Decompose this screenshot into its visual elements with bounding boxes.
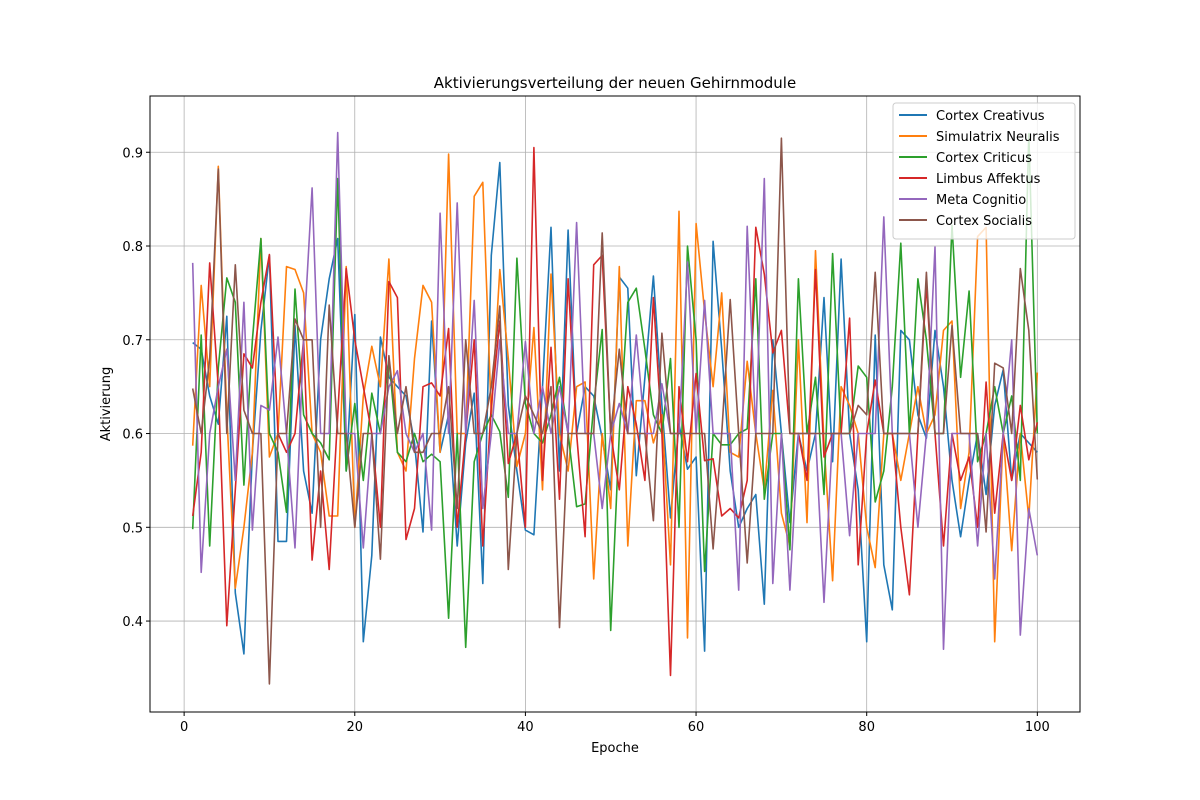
x-tick-label: 80 <box>858 720 875 735</box>
legend-label-simulatrix-neuralis: Simulatrix Neuralis <box>936 130 1060 145</box>
series-line-cortex-socialis <box>191 137 1039 685</box>
y-tick-label: 0.9 <box>122 146 143 161</box>
legend-label-cortex-criticus: Cortex Criticus <box>936 151 1032 166</box>
plot-frame <box>149 95 1081 713</box>
series-lines <box>191 131 1039 685</box>
series-line-cortex-criticus <box>191 132 1039 649</box>
y-axis-ticks: 0.4 0.5 0.6 0.7 0.8 0.9 <box>122 146 150 630</box>
y-axis-label: Aktivierung <box>99 367 114 442</box>
x-tick-label: 0 <box>180 720 188 735</box>
legend-label-meta-cognitio: Meta Cognitio <box>936 193 1026 208</box>
legend-box <box>892 102 1076 240</box>
legend-label-cortex-socialis: Cortex Socialis <box>936 214 1032 229</box>
legend-label-limbus-affektus: Limbus Affektus <box>936 172 1041 187</box>
y-tick-label: 0.8 <box>122 240 143 255</box>
x-tick-label: 100 <box>1025 720 1050 735</box>
y-tick-label: 0.6 <box>122 428 143 443</box>
x-axis-label: Epoche <box>591 741 639 756</box>
y-tick-label: 0.4 <box>122 615 143 630</box>
x-axis-ticks: 0 20 40 60 80 100 <box>180 712 1050 735</box>
chart-title: Aktivierungsverteilung der neuen Gehirnm… <box>434 74 796 92</box>
legend-label-cortex-creativus: Cortex Creativus <box>936 109 1045 124</box>
x-tick-label: 20 <box>346 720 363 735</box>
legend: Cortex Creativus Simulatrix Neuralis Corte… <box>892 102 1076 240</box>
y-tick-label: 0.7 <box>122 334 143 349</box>
y-tick-label: 0.5 <box>122 521 143 536</box>
series-line-limbus-affektus <box>191 146 1039 677</box>
x-tick-label: 60 <box>688 720 705 735</box>
x-tick-label: 40 <box>517 720 534 735</box>
